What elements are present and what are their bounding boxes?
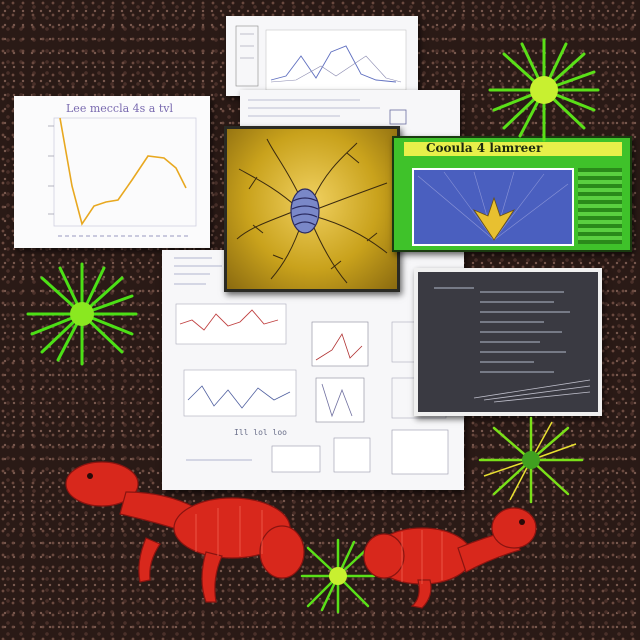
- yellow-organism-panel: [224, 126, 400, 292]
- top-paper-chart: [235, 25, 407, 91]
- green-spiky-plant-icon: [26, 262, 138, 366]
- middle-paper-lines: [248, 99, 407, 125]
- left-chart-title: Lee meccla 4s a tvl: [66, 102, 174, 115]
- orange-trend-line: [59, 117, 187, 226]
- poster-title-bar: [404, 142, 622, 156]
- left-line-chart: [48, 117, 197, 237]
- center-caption: Ill lol loo: [234, 428, 287, 437]
- dark-text-panel: [414, 268, 602, 416]
- blue-fan-panel: [412, 168, 574, 246]
- top-paper-sheet: [226, 16, 418, 96]
- red-crawfish-icon: [363, 507, 537, 609]
- fan-illustration: [417, 171, 569, 241]
- green-spiky-plant-icon: [300, 538, 376, 614]
- poster-side-column: [578, 168, 622, 244]
- poster-title: Cooula 4 lamreer: [426, 141, 543, 155]
- green-poster: Cooula 4 lamreer: [392, 136, 632, 252]
- green-spiky-plant-icon: [488, 38, 600, 142]
- dark-panel-text-lines: [434, 287, 591, 403]
- spiny-star-icon: [478, 416, 584, 504]
- red-crawfish-icon: [65, 461, 305, 603]
- organism-illustration: [236, 138, 388, 284]
- left-line-chart-card: Lee meccla 4s a tvl: [14, 96, 210, 248]
- center-paper-charts: [174, 257, 449, 475]
